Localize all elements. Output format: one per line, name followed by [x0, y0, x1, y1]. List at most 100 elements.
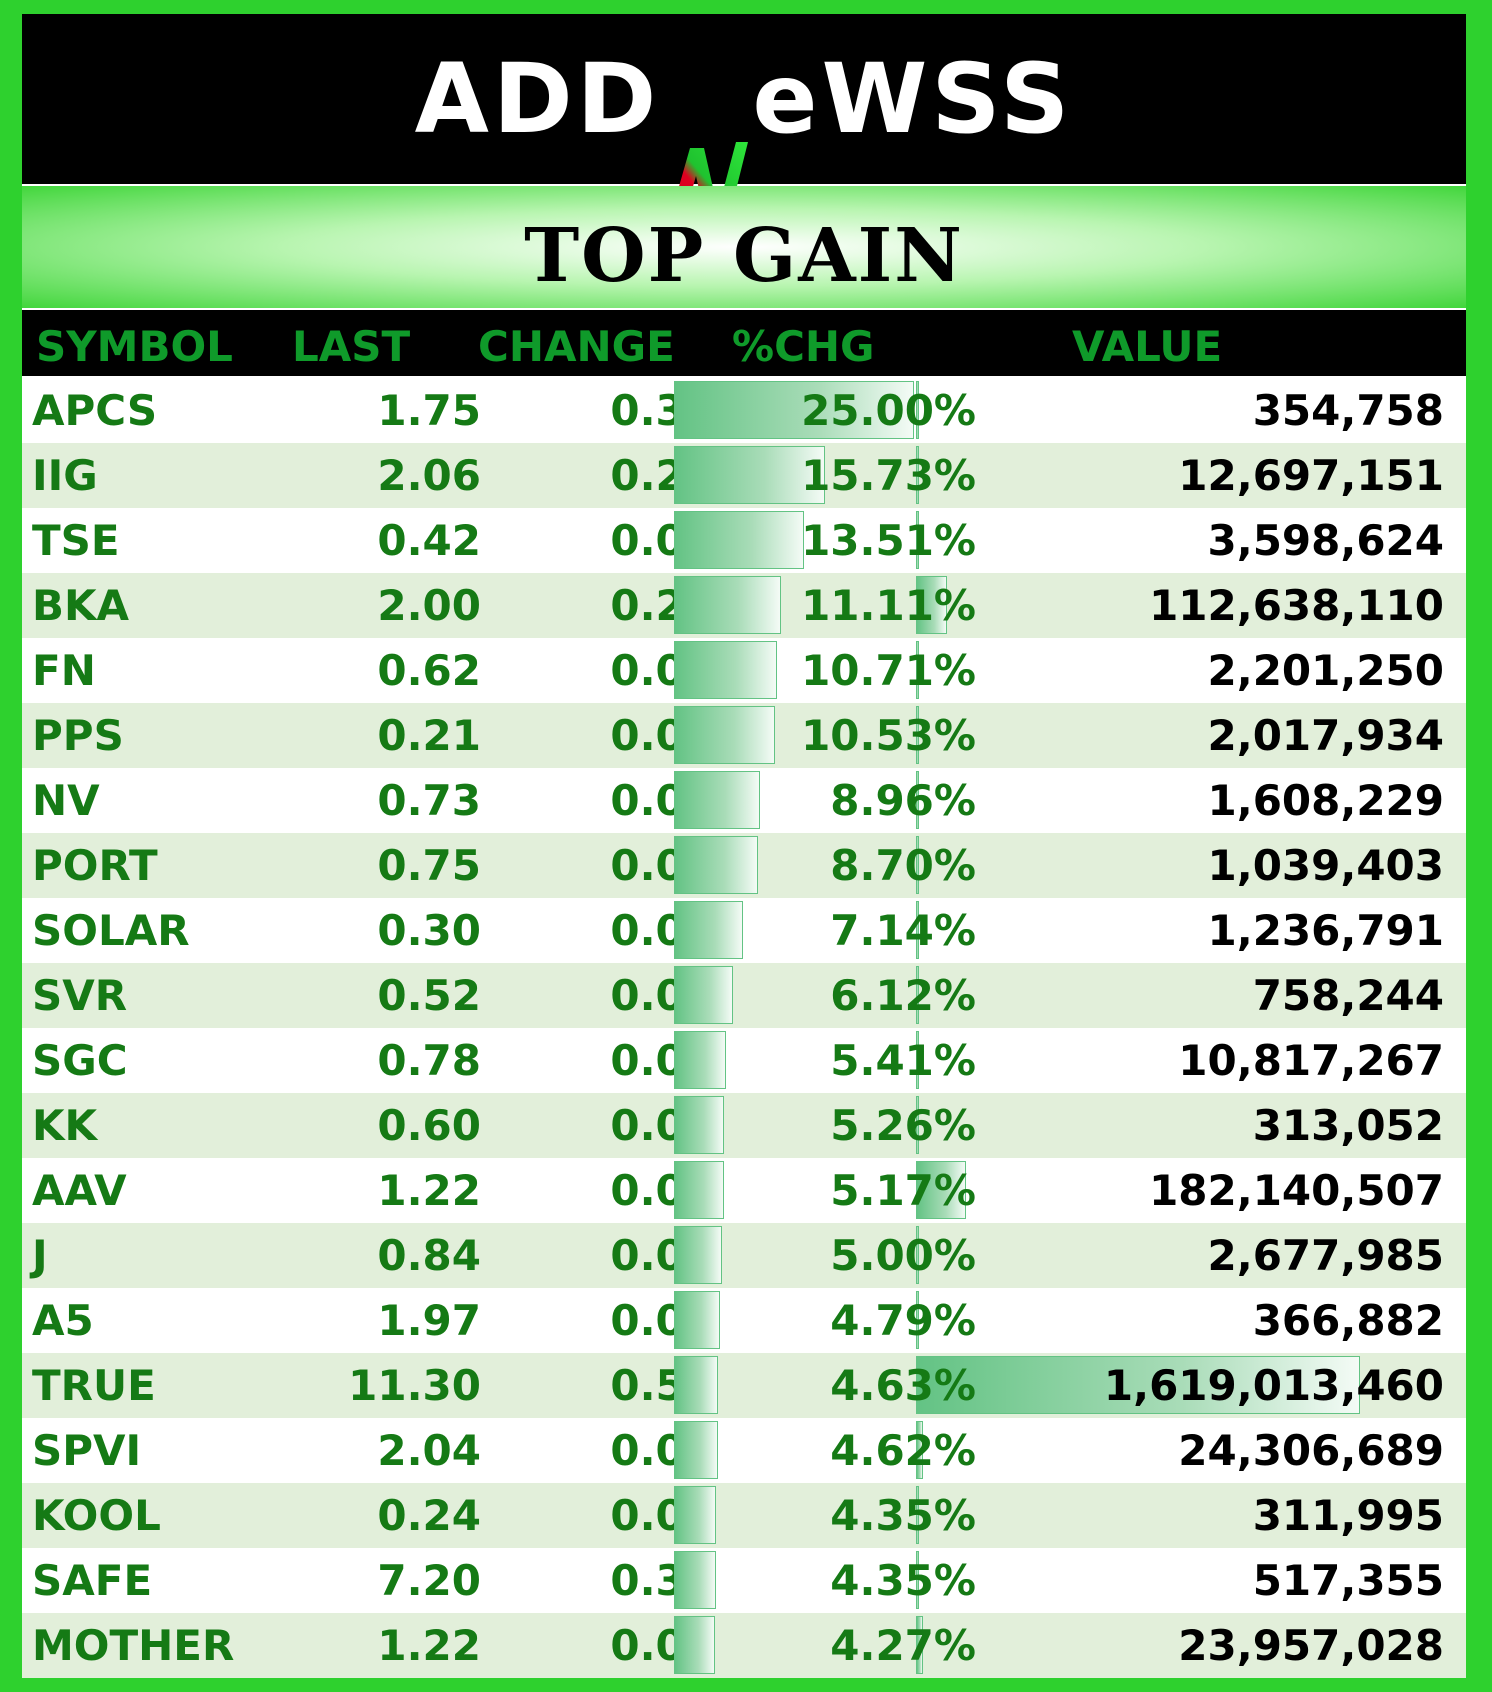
cell-last: 0.78: [377, 1036, 481, 1085]
cell-pct-change: 10.53%: [801, 711, 976, 760]
cell-value: 313,052: [1252, 1101, 1444, 1150]
pct-change-bar: [674, 771, 761, 829]
cell-symbol: TSE: [32, 516, 120, 565]
cell-symbol: APCS: [32, 386, 158, 435]
cell-last: 1.97: [377, 1296, 481, 1345]
value-bar: [916, 381, 919, 439]
cell-symbol: SGC: [32, 1036, 128, 1085]
cell-value: 3,598,624: [1207, 516, 1444, 565]
cell-value: 311,995: [1252, 1491, 1444, 1540]
pct-change-bar: [674, 1226, 722, 1284]
table-row: MOTHER 1.22 0.05 4.27% 23,957,028: [22, 1613, 1466, 1678]
logo-text-before: ADD: [414, 43, 661, 155]
value-bar: [916, 771, 919, 829]
cell-symbol: TRUE: [32, 1361, 156, 1410]
value-bar: [916, 641, 919, 699]
cell-symbol: MOTHER: [32, 1621, 235, 1670]
cell-last: 0.52: [377, 971, 481, 1020]
column-header-symbol: SYMBOL: [36, 322, 233, 371]
cell-pct-change: 25.00%: [801, 386, 976, 435]
cell-pct-change: 8.96%: [830, 776, 976, 825]
logo: ADD eWSS: [414, 43, 1074, 238]
table-row: BKA 2.00 0.20 11.11% 112,638,110: [22, 573, 1466, 638]
cell-last: 0.30: [377, 906, 481, 955]
column-header-value: VALUE: [1072, 322, 1223, 371]
cell-last: 0.21: [377, 711, 481, 760]
cell-last: 0.24: [377, 1491, 481, 1540]
value-bar: [916, 1616, 923, 1674]
cell-symbol: PPS: [32, 711, 124, 760]
table-row: PORT 0.75 0.06 8.70% 1,039,403: [22, 833, 1466, 898]
pct-change-bar: [674, 1486, 716, 1544]
cell-symbol: PORT: [32, 841, 158, 890]
cell-last: 0.75: [377, 841, 481, 890]
pct-change-bar: [674, 511, 804, 569]
cell-symbol: IIG: [32, 451, 98, 500]
cell-symbol: FN: [32, 646, 96, 695]
pct-change-bar: [674, 1616, 715, 1674]
pct-change-bar: [674, 706, 776, 764]
pct-change-bar: [674, 1356, 719, 1414]
page-title: TOP GAIN: [524, 213, 964, 299]
value-bar: [916, 901, 919, 959]
table-row: TSE 0.42 0.05 13.51% 3,598,624: [22, 508, 1466, 573]
table-row: J 0.84 0.04 5.00% 2,677,985: [22, 1223, 1466, 1288]
value-bar: [916, 836, 919, 894]
value-bar: [916, 1486, 919, 1544]
column-header-pct-change: %CHG: [732, 322, 875, 371]
pct-change-bar: [674, 381, 914, 439]
value-bar: [916, 1161, 966, 1219]
value-bar: [916, 1096, 919, 1154]
value-bar: [916, 446, 920, 504]
cell-value: 366,882: [1252, 1296, 1444, 1345]
cell-value: 182,140,507: [1149, 1166, 1444, 1215]
column-header-last: LAST: [292, 322, 411, 371]
cell-value: 758,244: [1252, 971, 1444, 1020]
value-bar: [916, 1291, 919, 1349]
table-row: IIG 2.06 0.28 15.73% 12,697,151: [22, 443, 1466, 508]
cell-last: 0.60: [377, 1101, 481, 1150]
cell-pct-change: 5.26%: [830, 1101, 976, 1150]
cell-pct-change: 7.14%: [830, 906, 976, 955]
cell-value: 112,638,110: [1149, 581, 1444, 630]
cell-value: 517,355: [1252, 1556, 1444, 1605]
table-row: KOOL 0.24 0.01 4.35% 311,995: [22, 1483, 1466, 1548]
cell-last: 11.30: [348, 1361, 481, 1410]
value-bar: [916, 966, 919, 1024]
table-row: SVR 0.52 0.03 6.12% 758,244: [22, 963, 1466, 1028]
table-row: SAFE 7.20 0.30 4.35% 517,355: [22, 1548, 1466, 1613]
cell-last: 2.04: [377, 1426, 481, 1475]
cell-pct-change: 15.73%: [801, 451, 976, 500]
value-bar: [916, 511, 919, 569]
cell-value: 1,608,229: [1207, 776, 1444, 825]
cell-value: 1,236,791: [1207, 906, 1444, 955]
cell-symbol: SOLAR: [32, 906, 190, 955]
cell-pct-change: 4.63%: [830, 1361, 976, 1410]
cell-value: 354,758: [1252, 386, 1444, 435]
table-row: SOLAR 0.30 0.02 7.14% 1,236,791: [22, 898, 1466, 963]
cell-pct-change: 4.35%: [830, 1491, 976, 1540]
value-bar: [916, 1031, 919, 1089]
cell-symbol: SVR: [32, 971, 128, 1020]
value-bar: [916, 1421, 923, 1479]
cell-symbol: SPVI: [32, 1426, 142, 1475]
cell-value: 2,677,985: [1207, 1231, 1444, 1280]
pct-change-bar: [674, 1161, 724, 1219]
cell-value: 12,697,151: [1178, 451, 1444, 500]
cell-value: 2,017,934: [1207, 711, 1444, 760]
cell-pct-change: 4.27%: [830, 1621, 976, 1670]
cell-pct-change: 4.35%: [830, 1556, 976, 1605]
cell-pct-change: 4.79%: [830, 1296, 976, 1345]
table-row: PPS 0.21 0.02 10.53% 2,017,934: [22, 703, 1466, 768]
cell-symbol: AAV: [32, 1166, 127, 1215]
logo-text-after: eWSS: [752, 43, 1074, 155]
cell-pct-change: 4.62%: [830, 1426, 976, 1475]
cell-last: 1.75: [377, 386, 481, 435]
value-bar: [916, 1226, 919, 1284]
cell-last: 0.73: [377, 776, 481, 825]
cell-pct-change: 6.12%: [830, 971, 976, 1020]
cell-value: 1,619,013,460: [1103, 1361, 1444, 1410]
cell-value: 1,039,403: [1207, 841, 1444, 890]
table-frame: ADD eWSS TOP GAIN SYMBOL LAST CHANGE: [22, 14, 1466, 1678]
cell-value: 10,817,267: [1178, 1036, 1444, 1085]
